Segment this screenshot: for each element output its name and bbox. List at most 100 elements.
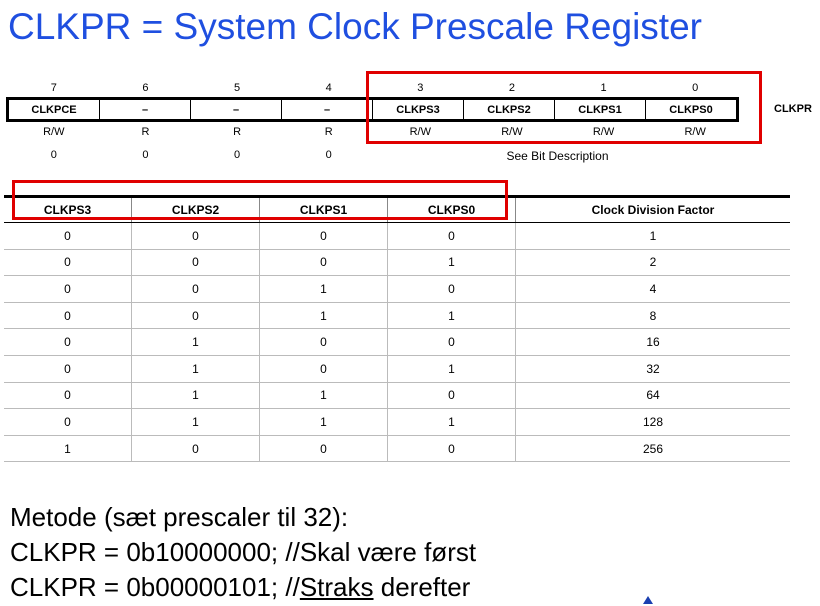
- code-line-2-suffix: derefter: [373, 572, 471, 602]
- table-cell: 0: [131, 222, 260, 250]
- table-cell: 0: [4, 275, 132, 303]
- table-cell: 0: [131, 275, 260, 303]
- table-cell: 0: [131, 435, 260, 463]
- table-cell: 0: [259, 249, 388, 277]
- table-cell: 0: [4, 408, 132, 436]
- initial-value: 0: [142, 149, 149, 161]
- bit-name-clkps0: CLKPS0: [669, 103, 713, 116]
- bit-name-clkps3: CLKPS3: [373, 100, 464, 119]
- table-cell: 0: [4, 355, 132, 383]
- access-row: R/W R R R R/W R/W R/W R/W: [8, 126, 741, 138]
- table-cell: 0: [259, 355, 388, 383]
- table-cell: 0: [4, 249, 132, 277]
- table-cell: 8: [515, 302, 790, 330]
- bit-number: 3: [417, 82, 424, 94]
- table-cell: 16: [515, 328, 790, 356]
- register-name: CLKPR: [774, 103, 812, 115]
- column-header: Clock Division Factor: [515, 195, 790, 223]
- table-cell: 1: [259, 382, 388, 410]
- code-line-2-prefix: CLKPR = 0b00000101; //: [10, 572, 300, 602]
- table-cell: 0: [259, 222, 388, 250]
- table-cell: 1: [259, 302, 388, 330]
- access-value: R/W: [592, 126, 615, 138]
- table-cell: 0: [131, 249, 260, 277]
- bit-number: 6: [142, 82, 149, 94]
- table-cell: 32: [515, 355, 790, 383]
- table-cell: 1: [387, 408, 516, 436]
- table-cell: 0: [387, 435, 516, 463]
- method-text: Metode (sæt prescaler til 32): CLKPR = 0…: [10, 500, 476, 605]
- code-line-1: CLKPR = 0b10000000; //Skal være først: [10, 537, 477, 567]
- bit-name-clkps2: CLKPS2: [464, 100, 555, 119]
- table-cell: 0: [387, 222, 516, 250]
- table-row: 0 1 0 0 16: [4, 328, 790, 356]
- bit-number: 2: [508, 82, 515, 94]
- table-cell: 0: [387, 382, 516, 410]
- bit-number: 5: [234, 82, 241, 94]
- initial-value: 0: [325, 149, 332, 161]
- access-value: R: [141, 126, 150, 138]
- table-row: 0 1 1 1 128: [4, 408, 790, 436]
- highlight-box-clkps-headers: [12, 180, 508, 220]
- access-value: R/W: [409, 126, 431, 138]
- table-cell: 1: [131, 408, 260, 436]
- table-cell: 0: [259, 435, 388, 463]
- bit-name-reserved: –: [191, 100, 282, 119]
- highlight-box-clkps-bits: [366, 71, 762, 144]
- table-cell: 0: [387, 328, 516, 356]
- table-cell: 1: [259, 408, 388, 436]
- bit-name-reserved: –: [282, 100, 373, 119]
- table-cell: 1: [131, 355, 260, 383]
- table-cell: 1: [4, 435, 132, 463]
- bit-name-reserved: –: [100, 100, 191, 119]
- see-bit-description: See Bit Description: [374, 149, 741, 163]
- table-cell: 0: [387, 275, 516, 303]
- table-cell: 0: [259, 328, 388, 356]
- table-row: 0 1 0 1 32: [4, 355, 790, 383]
- access-value: R/W: [43, 126, 65, 138]
- access-value: R/W: [501, 126, 523, 138]
- table-row: 1 0 0 0 256: [4, 435, 790, 463]
- clock-division-table: CLKPS3 CLKPS2 CLKPS1 CLKPS0 Clock Divisi…: [4, 195, 790, 463]
- slide-corner-triangle-icon: [643, 596, 653, 604]
- initial-value: 0: [234, 149, 241, 161]
- table-row: 0 1 1 0 64: [4, 382, 790, 410]
- table-cell: 2: [515, 249, 790, 277]
- access-value: R: [324, 126, 333, 138]
- table-cell: 0: [4, 328, 132, 356]
- bit-name-clkpce: CLKPCE: [9, 100, 100, 119]
- table-cell: 0: [4, 382, 132, 410]
- table-cell: 1: [387, 355, 516, 383]
- code-line-2-emphasis: Straks: [299, 572, 374, 602]
- bit-name-clkps1: CLKPS1: [555, 100, 646, 119]
- table-cell: 256: [515, 435, 790, 463]
- table-cell: 64: [515, 382, 790, 410]
- bit-number: 1: [600, 82, 607, 94]
- bit-number-row: 7 6 5 4 3 2 1 0: [8, 82, 741, 94]
- table-cell: 1: [131, 328, 260, 356]
- bit-number: 7: [50, 82, 57, 94]
- bit-number: 4: [325, 82, 332, 94]
- table-cell: 0: [4, 222, 132, 250]
- register-bit-box: CLKPCE – – – CLKPS3 CLKPS2 CLKPS1 CLKPS0: [6, 97, 739, 122]
- table-cell: 1: [387, 249, 516, 277]
- initial-value-row: 0 0 0 0: [8, 149, 741, 161]
- bit-number: 0: [692, 82, 699, 94]
- table-cell: 1: [387, 302, 516, 330]
- page-title: CLKPR = System Clock Prescale Register: [8, 6, 702, 47]
- initial-value: 0: [50, 149, 57, 161]
- table-cell: 0: [4, 302, 132, 330]
- access-value: R/W: [684, 126, 706, 138]
- table-cell: 1: [515, 222, 790, 250]
- code-line-2: CLKPR = 0b00000101; //Straks derefter: [10, 570, 476, 605]
- table-cell: 1: [131, 382, 260, 410]
- access-value: R: [233, 126, 242, 138]
- table-cell: 4: [515, 275, 790, 303]
- table-cell: 1: [259, 275, 388, 303]
- table-cell: 128: [515, 408, 790, 436]
- method-heading: Metode (sæt prescaler til 32):: [10, 502, 349, 532]
